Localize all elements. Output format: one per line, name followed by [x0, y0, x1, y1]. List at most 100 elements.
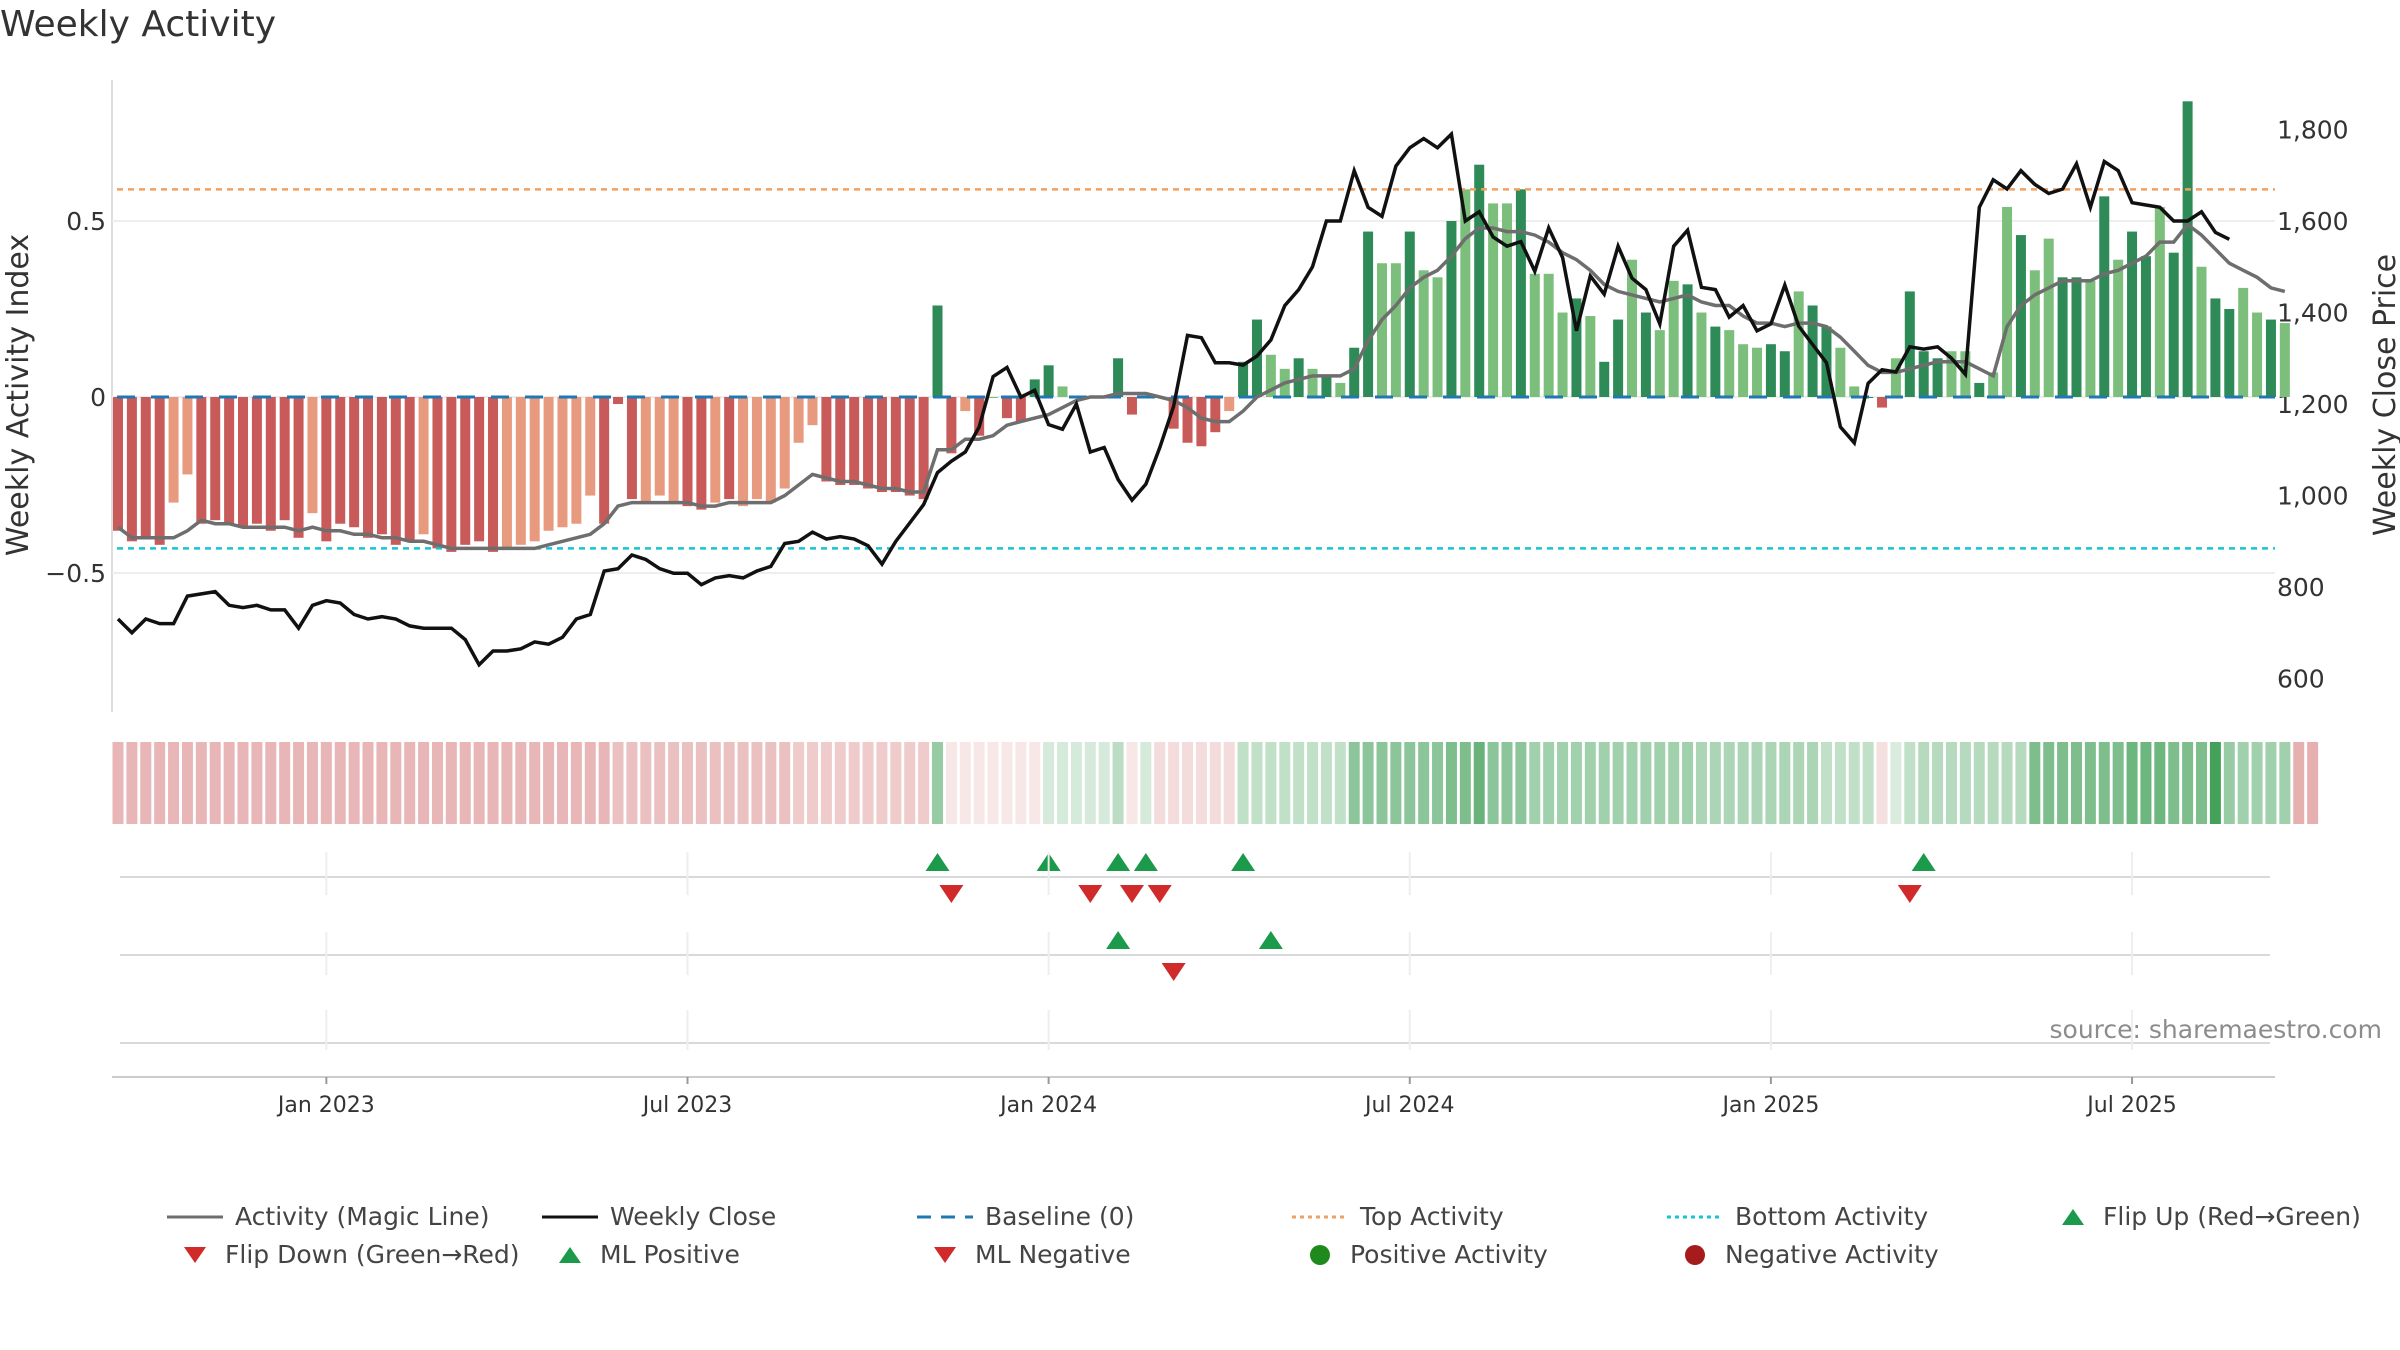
activity-bar: [1738, 344, 1749, 397]
legend-item-bottom-activity[interactable]: Bottom Activity: [1665, 1202, 1928, 1231]
heat-cell: [2293, 742, 2305, 824]
legend-item-ml-negative[interactable]: ML Negative: [925, 1240, 1131, 1269]
activity-bar: [626, 397, 637, 500]
heat-cell: [2043, 742, 2055, 824]
baseline-dash-icon: [917, 1215, 973, 1218]
heat-cell: [1848, 742, 1860, 824]
heat-cell: [1904, 742, 1916, 824]
activity-bar: [515, 397, 526, 545]
heat-cell: [501, 742, 513, 824]
heat-cell: [223, 742, 235, 824]
activity-bar: [1765, 344, 1776, 397]
heat-cell: [570, 742, 582, 824]
heat-cell: [751, 742, 763, 824]
legend-item-ml-positive[interactable]: ML Positive: [550, 1240, 740, 1269]
legend-item-positive-activity[interactable]: Positive Activity: [1300, 1240, 1548, 1269]
activity-bar: [876, 397, 887, 493]
legend-item-flip-down[interactable]: Flip Down (Green→Red): [175, 1240, 520, 1269]
activity-bar: [2224, 309, 2235, 397]
legend-item-magic-line[interactable]: Activity (Magic Line): [165, 1202, 489, 1231]
legend-item-baseline[interactable]: Baseline (0): [915, 1202, 1134, 1231]
legend-label: Flip Down (Green→Red): [225, 1240, 520, 1269]
activity-bar: [432, 397, 443, 549]
activity-bar: [2015, 235, 2026, 397]
heat-cell: [1029, 742, 1041, 824]
heat-cell: [1223, 742, 1235, 824]
magic-line-icon: [167, 1215, 223, 1218]
activity-bar: [1849, 386, 1860, 397]
activity-bar: [1349, 347, 1360, 397]
ml-positive-marker: [1258, 931, 1283, 949]
heat-cell: [2196, 742, 2207, 824]
main-panel: 0.50−0.51,8001,6001,4001,2001,000800600W…: [1, 80, 2400, 712]
activity-bar: [446, 397, 457, 552]
flip-up-marker: [1911, 853, 1936, 871]
heat-cell: [834, 742, 846, 824]
heat-cell: [932, 742, 944, 824]
heat-cell: [1209, 742, 1221, 824]
heat-cell: [876, 742, 888, 824]
activity-bar: [1599, 361, 1610, 397]
activity-bar: [196, 397, 207, 524]
heat-cell: [459, 742, 471, 824]
heat-cell: [1293, 742, 1305, 824]
heat-cell: [1445, 742, 1457, 824]
activity-bar: [1196, 397, 1207, 447]
activity-bar: [1418, 270, 1429, 397]
heat-cell: [793, 742, 805, 824]
heat-cell: [709, 742, 721, 824]
legend-item-top-activity[interactable]: Top Activity: [1290, 1202, 1504, 1231]
y-right-tick-label: 600: [2277, 665, 2325, 694]
activity-bar: [293, 397, 304, 538]
activity-bar: [2210, 298, 2221, 397]
heat-cell: [556, 742, 568, 824]
heat-cell: [1376, 742, 1388, 824]
heat-cell: [1584, 742, 1596, 824]
heat-cell: [2112, 742, 2124, 824]
heat-cell: [1543, 742, 1555, 824]
activity-bar: [1502, 203, 1512, 397]
activity-bar: [918, 397, 929, 500]
heat-cell: [1682, 742, 1694, 824]
heat-cell: [1084, 742, 1096, 824]
heat-cell: [848, 742, 860, 824]
heat-cell: [584, 742, 596, 824]
activity-bar: [182, 397, 193, 475]
activity-bar: [1904, 291, 1915, 397]
heat-cell: [1862, 742, 1874, 824]
activity-bar: [1265, 354, 1276, 397]
activity-bar: [738, 397, 749, 507]
heat-cell: [2237, 742, 2249, 824]
activity-bar: [1015, 397, 1026, 422]
heat-cell: [181, 742, 193, 824]
heat-cell: [1945, 742, 1957, 824]
activity-bar: [1890, 358, 1901, 397]
legend-item-flip-up[interactable]: Flip Up (Red→Green): [2053, 1202, 2361, 1231]
activity-bar: [2196, 266, 2207, 397]
heat-cell: [1070, 742, 1082, 824]
heat-cell: [1195, 742, 1207, 824]
activity-bar: [1835, 347, 1846, 397]
weekly-close-line: [116, 130, 2231, 668]
heat-cell: [195, 742, 207, 824]
heat-cell: [945, 742, 957, 824]
heat-cell: [293, 742, 305, 824]
legend-label: Positive Activity: [1350, 1240, 1548, 1269]
heat-cell: [2223, 742, 2235, 824]
heat-cell: [404, 742, 416, 824]
legend-item-negative-activity[interactable]: Negative Activity: [1675, 1240, 1939, 1269]
triangle-down-icon: [184, 1246, 206, 1263]
legend-label: Baseline (0): [985, 1202, 1135, 1231]
heat-cell: [2098, 742, 2110, 824]
heat-cell: [1432, 742, 1444, 824]
activity-bar: [654, 397, 665, 496]
activity-bar: [1126, 397, 1137, 415]
heat-cell: [2001, 742, 2013, 824]
legend-item-weekly-close[interactable]: Weekly Close: [540, 1202, 776, 1231]
activity-bar: [2002, 206, 2013, 397]
activity-bar: [1210, 397, 1221, 433]
heat-cell: [1418, 742, 1430, 824]
activity-bar: [1946, 351, 1957, 397]
heat-cell: [1251, 742, 1263, 824]
